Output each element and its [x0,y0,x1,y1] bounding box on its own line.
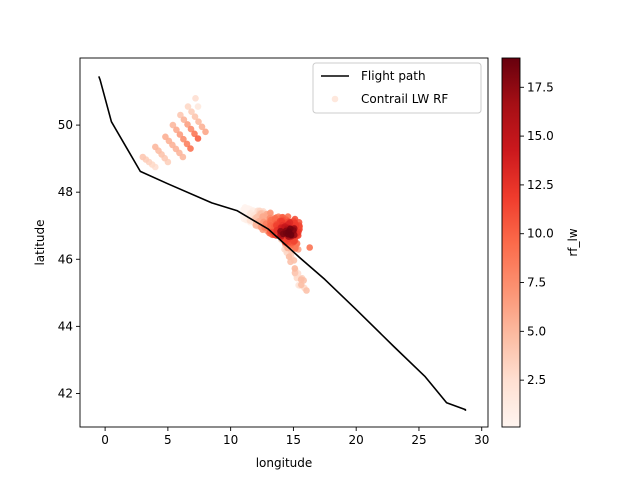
contrail-point [173,126,180,134]
colorbar-tick-label: 5.0 [527,324,546,338]
plot-area [98,76,467,411]
contrail-point [191,113,199,120]
contrail-point [195,118,202,125]
contrail-point [169,121,177,129]
x-tick-label: 5 [164,433,172,447]
contrail-point [287,258,294,266]
x-tick-label: 15 [286,433,301,447]
x-axis-label: longitude [256,456,313,470]
legend-contrail-swatch [331,95,339,103]
legend-flight-path-label: Flight path [361,69,426,83]
x-tick-label: 0 [101,433,109,447]
contrail-point [198,123,206,131]
legend: Flight path Contrail LW RF [312,62,482,114]
contrail-point [180,135,187,143]
y-tick-label: 50 [58,118,73,132]
contrail-point [267,209,274,217]
y-tick-label: 42 [58,386,73,400]
legend-box [312,62,482,114]
contrail-point [298,281,305,289]
axes: 0 5 10 15 20 25 30 42 44 46 48 50 longitude latitude [33,57,489,470]
contrail-point [259,213,267,220]
contrail-point [287,231,295,239]
contrail-point [306,244,314,251]
y-axis-label: latitude [33,219,47,265]
y-tick-label: 48 [58,185,73,199]
contrail-point [187,125,195,133]
contrail-point [290,238,298,245]
contrail-point [177,111,184,119]
colorbar-tick-label: 15.0 [527,129,554,143]
colorbar-tick-label: 2.5 [527,373,546,387]
x-tick-label: 30 [474,433,489,447]
colorbar: 2.5 5.0 7.5 10.0 12.5 15.0 17.5 rf_lw [501,57,580,428]
x-tick-label: 10 [223,433,238,447]
colorbar-tick-label: 10.0 [527,227,554,241]
contrail-point [191,130,198,138]
contrail-point [180,116,188,123]
contrail-point [184,103,192,110]
legend-contrail-label: Contrail LW RF [361,92,448,106]
axes-frame [79,57,489,428]
contrail-point [285,253,293,260]
contrail-point [176,131,184,138]
contrail-point [183,140,191,148]
colorbar-label: rf_lw [566,228,580,256]
contrail-point [139,153,147,161]
contrail-point [297,276,305,283]
x-tick-label: 20 [349,433,364,447]
contrail-point [303,287,310,294]
colorbar-gradient [501,57,521,428]
colorbar-tick-label: 7.5 [527,276,546,290]
colorbar-tick-label: 12.5 [527,178,554,192]
flight-path-line [98,76,467,411]
contrail-point [184,121,191,128]
y-tick-label: 46 [58,252,73,266]
contrail-point [194,103,202,110]
contrail-point [187,145,194,152]
x-tick-label: 25 [411,433,426,447]
colorbar-tick-label: 17.5 [527,80,554,94]
contrail-point [291,265,299,272]
contrail-point [192,95,199,102]
contrail-point [162,133,169,141]
contrail-point [202,128,209,136]
contrail-point [152,143,159,151]
contrail-point [194,135,202,142]
y-tick-label: 44 [58,319,73,333]
contrail-point [188,108,195,115]
